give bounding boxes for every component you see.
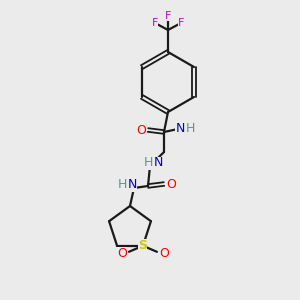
Text: O: O (159, 247, 169, 260)
Text: N: N (153, 157, 163, 169)
Text: F: F (165, 11, 171, 21)
Text: H: H (185, 122, 195, 136)
Text: S: S (138, 239, 147, 252)
Text: F: F (178, 18, 184, 28)
Text: H: H (143, 157, 153, 169)
Text: N: N (127, 178, 137, 191)
Text: O: O (117, 247, 127, 260)
Text: O: O (166, 178, 176, 190)
Text: O: O (136, 124, 146, 136)
Text: N: N (175, 122, 185, 136)
Text: F: F (152, 18, 158, 28)
Text: H: H (117, 178, 127, 191)
